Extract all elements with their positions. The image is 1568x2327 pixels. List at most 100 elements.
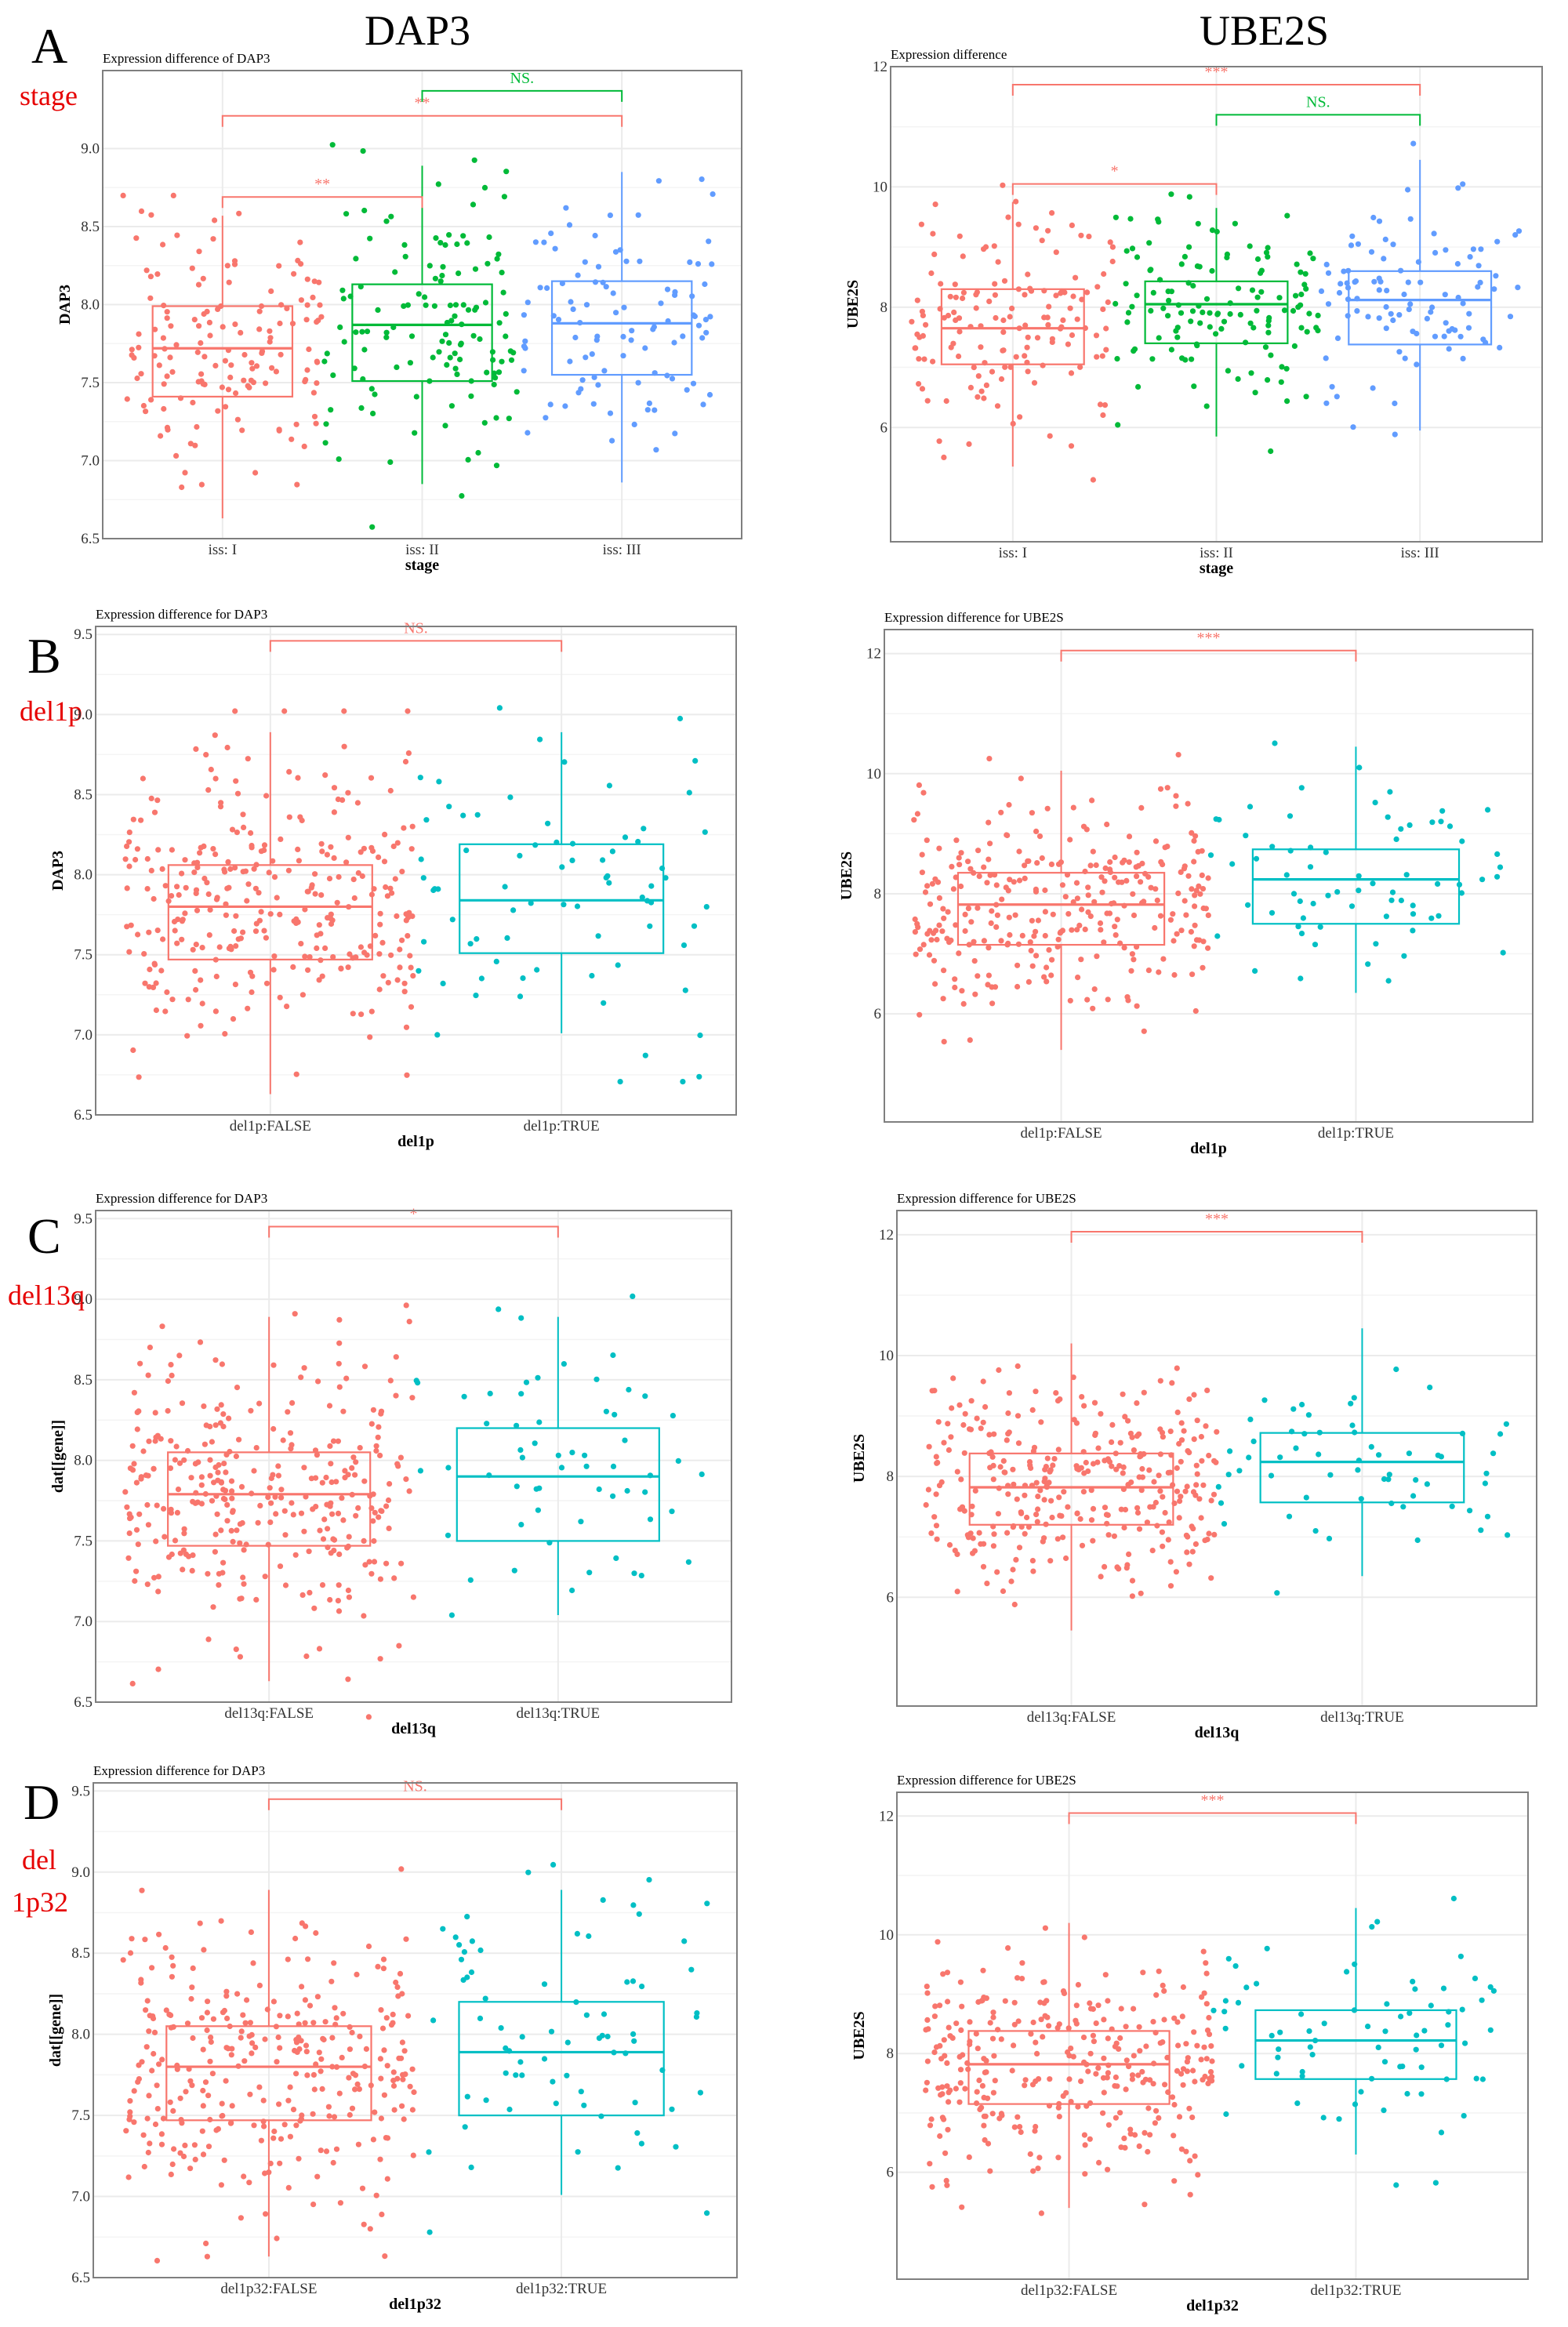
data-point <box>401 241 408 248</box>
data-point <box>1284 212 1290 219</box>
data-point <box>928 937 935 943</box>
data-point <box>274 895 280 901</box>
data-point <box>1019 1960 1025 1966</box>
x-tick-label: del1p:TRUE <box>524 1118 600 1134</box>
data-point <box>129 1443 136 1449</box>
data-point <box>1093 2071 1099 2077</box>
data-point <box>1475 284 1481 290</box>
data-point <box>238 1483 245 1490</box>
data-point <box>1016 848 1022 855</box>
data-point <box>1299 1401 1305 1408</box>
data-point <box>1272 740 1278 746</box>
data-point <box>1011 2042 1017 2049</box>
data-point <box>267 1519 274 1526</box>
data-point <box>1121 945 1127 951</box>
data-point <box>421 938 427 945</box>
data-point <box>394 1461 401 1467</box>
data-point <box>233 913 239 919</box>
data-point <box>126 1511 132 1517</box>
data-point <box>1291 343 1298 349</box>
data-point <box>199 1000 205 1007</box>
data-point <box>388 952 394 958</box>
data-point <box>1209 227 1216 234</box>
data-point <box>1485 807 1491 813</box>
data-point <box>221 866 227 873</box>
chart-title: Expression difference <box>891 47 1007 62</box>
data-point <box>1011 1601 1018 1608</box>
data-point <box>1459 838 1465 844</box>
data-point <box>671 339 677 346</box>
data-point <box>1418 2091 1425 2097</box>
data-point <box>1196 937 1203 943</box>
data-point <box>1295 924 1301 930</box>
data-point <box>981 395 987 401</box>
data-point <box>298 941 304 947</box>
data-point <box>1118 2144 1124 2151</box>
data-point <box>1053 292 1059 299</box>
data-point <box>189 265 195 271</box>
data-point <box>1199 872 1205 878</box>
data-point <box>703 329 710 336</box>
data-point <box>1398 826 1404 832</box>
data-point <box>541 239 547 245</box>
data-point <box>1070 2053 1076 2060</box>
data-point <box>1412 1986 1418 1992</box>
panel-letter-d: D <box>24 1774 60 1830</box>
data-point <box>1192 2078 1198 2085</box>
data-point <box>343 1375 350 1381</box>
data-point <box>1265 322 1272 329</box>
data-point <box>1365 961 1371 967</box>
data-point <box>1038 1419 1044 1425</box>
data-point <box>1155 216 1161 223</box>
data-point <box>265 1494 271 1501</box>
data-point <box>607 212 614 219</box>
data-point <box>1262 344 1269 350</box>
data-point <box>144 886 151 892</box>
data-point <box>933 1454 939 1460</box>
data-point <box>236 210 242 216</box>
data-point <box>1443 247 1449 253</box>
data-point <box>232 982 238 988</box>
data-point <box>933 1491 939 1497</box>
data-point <box>1381 256 1387 262</box>
data-point <box>1297 898 1303 905</box>
data-point <box>510 350 517 356</box>
data-point <box>406 1319 412 1325</box>
data-point <box>1150 289 1156 296</box>
data-point <box>967 2019 973 2025</box>
data-point <box>437 278 444 285</box>
x-tick-label: iss: I <box>999 545 1027 561</box>
data-point <box>1466 310 1472 317</box>
y-tick-label: 12 <box>866 646 881 663</box>
panel-tag-stage: stage <box>20 80 78 111</box>
data-point <box>189 1567 195 1574</box>
data-point <box>298 297 304 303</box>
data-point <box>1490 1450 1497 1457</box>
data-point <box>410 973 416 979</box>
data-point <box>387 787 394 794</box>
data-point <box>919 386 926 392</box>
data-point <box>920 790 927 796</box>
data-point <box>446 232 452 238</box>
data-point <box>1024 1514 1030 1521</box>
data-point <box>1029 917 1035 924</box>
data-point <box>377 1576 383 1582</box>
data-point <box>686 790 692 796</box>
data-point <box>444 361 450 368</box>
data-point <box>377 1656 383 1662</box>
data-point <box>991 1431 997 1437</box>
data-point <box>194 907 201 913</box>
data-point <box>403 1024 410 1030</box>
data-point <box>924 2017 931 2023</box>
data-point <box>231 928 238 935</box>
plot-frame <box>884 629 1534 1123</box>
data-point <box>376 1514 382 1520</box>
data-point <box>323 1474 329 1481</box>
data-point <box>1358 2089 1364 2095</box>
data-point <box>1398 2013 1404 2020</box>
data-point <box>927 2122 934 2129</box>
data-point <box>339 287 346 293</box>
data-point <box>458 340 464 347</box>
data-point <box>138 817 144 823</box>
